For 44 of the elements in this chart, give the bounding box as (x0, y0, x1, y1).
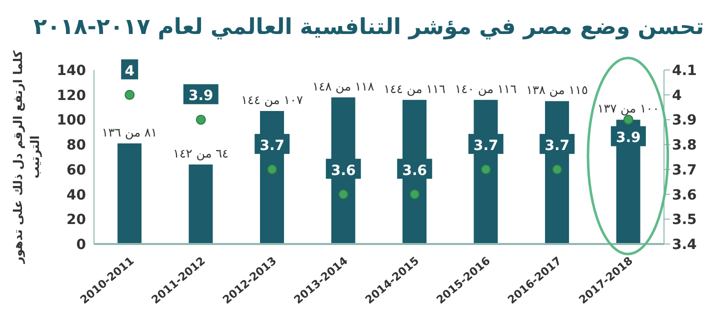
data-label: ١١٦ من ١٤٤ (384, 82, 446, 96)
point (124, 90, 135, 100)
data-label: 3.7 (260, 138, 285, 154)
point (338, 189, 348, 200)
y-tick-label: 80 (66, 138, 86, 154)
data-label: ٦٤ من ١٤٢ (173, 146, 228, 160)
data-label: ١٠٧ من ١٤٤ (241, 93, 304, 108)
y-tick-label: 140 (56, 62, 86, 79)
y2-tick-label: 3.7 (672, 162, 697, 178)
y-tick-label: 0 (76, 236, 86, 253)
y2-tick-label: 4.1 (672, 62, 697, 79)
data-label: ١١٥ من ١٣٨ (526, 83, 588, 98)
data-label: 4 (124, 63, 135, 80)
y-tick-label: 60 (66, 162, 86, 178)
data-label: ١٠٠ من ١٣٧ (597, 102, 660, 116)
y2-tick-label: 3.9 (672, 112, 697, 129)
data-label: 3.6 (330, 162, 356, 179)
data-label: 3.9 (188, 88, 214, 104)
chart-title: تحسن وضع مصر في مؤشر التنافسية العالمي لعام ٢٠١٧-٢٠١٨ (32, 14, 705, 42)
data-label: 3.9 (616, 130, 641, 146)
data-label: ١١٦ من ١٤٠ (454, 82, 517, 96)
y-tick-label: 40 (66, 187, 86, 204)
y2-tick-label: 3.8 (672, 138, 697, 154)
data-label: ٨١ من ١٣٦ (102, 125, 158, 140)
point (623, 114, 634, 125)
point (480, 164, 491, 174)
y2-tick-label: 4 (672, 88, 682, 104)
y2-tick-label: 3.5 (672, 212, 697, 228)
y-tick-label: 120 (56, 88, 86, 104)
data-label: 3.7 (544, 138, 570, 154)
y-axis-title: كلما ارتفع الرقم دل ذلك على تدهور الترتيب (10, 49, 43, 266)
data-label: 3.7 (473, 138, 498, 154)
y-tick-label: 100 (56, 112, 86, 129)
data-label: 3.6 (402, 162, 428, 179)
y2-tick-label: 3.6 (672, 187, 697, 204)
bar (188, 164, 213, 244)
data-label: ١١٨ من ١٤٨ (312, 79, 375, 94)
y-tick-label: 20 (66, 212, 86, 228)
point (267, 164, 278, 174)
point (552, 164, 562, 174)
point (196, 114, 206, 125)
y2-tick-label: 3.4 (672, 236, 698, 253)
bar (118, 143, 142, 244)
point (410, 189, 420, 200)
